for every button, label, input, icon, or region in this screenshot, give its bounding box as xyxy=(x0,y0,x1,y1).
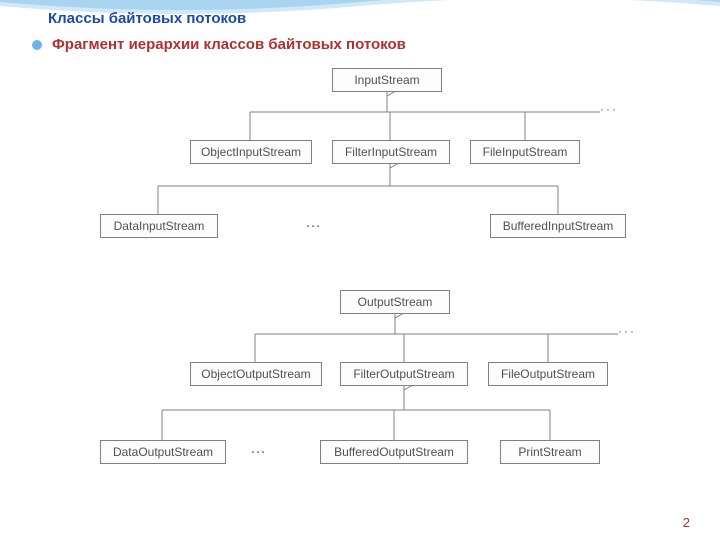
node-bufferedoutputstream: BufferedOutputStream xyxy=(320,440,468,464)
node-inputstream: InputStream xyxy=(332,68,442,92)
node-objectoutputstream: ObjectOutputStream xyxy=(190,362,322,386)
diagram-inputstream: InputStream ObjectInputStream FilterInpu… xyxy=(90,68,650,248)
node-filterinputstream: FilterInputStream xyxy=(332,140,450,164)
diagram-outputstream: OutputStream ObjectOutputStream FilterOu… xyxy=(90,290,650,490)
bullet-text: Фрагмент иерархии классов байтовых поток… xyxy=(52,36,406,53)
ellipsis-mid-input: … xyxy=(305,214,323,232)
node-fileoutputstream: FileOutputStream xyxy=(488,362,608,386)
ellipsis-more-output: ··· xyxy=(618,324,636,338)
node-dataoutputstream: DataOutputStream xyxy=(100,440,226,464)
bullet-row: Фрагмент иерархии классов байтовых поток… xyxy=(32,36,406,53)
node-filteroutputstream: FilterOutputStream xyxy=(340,362,468,386)
node-outputstream: OutputStream xyxy=(340,290,450,314)
node-fileinputstream: FileInputStream xyxy=(470,140,580,164)
node-datainputstream: DataInputStream xyxy=(100,214,218,238)
ellipsis-mid-output: … xyxy=(250,440,268,458)
ellipsis-more-input: ··· xyxy=(600,102,618,116)
page-number: 2 xyxy=(683,515,690,530)
node-bufferedinputstream: BufferedInputStream xyxy=(490,214,626,238)
node-printstream: PrintStream xyxy=(500,440,600,464)
node-objectinputstream: ObjectInputStream xyxy=(190,140,312,164)
slide-title: Классы байтовых потоков xyxy=(48,10,246,27)
bullet-icon xyxy=(32,40,42,50)
